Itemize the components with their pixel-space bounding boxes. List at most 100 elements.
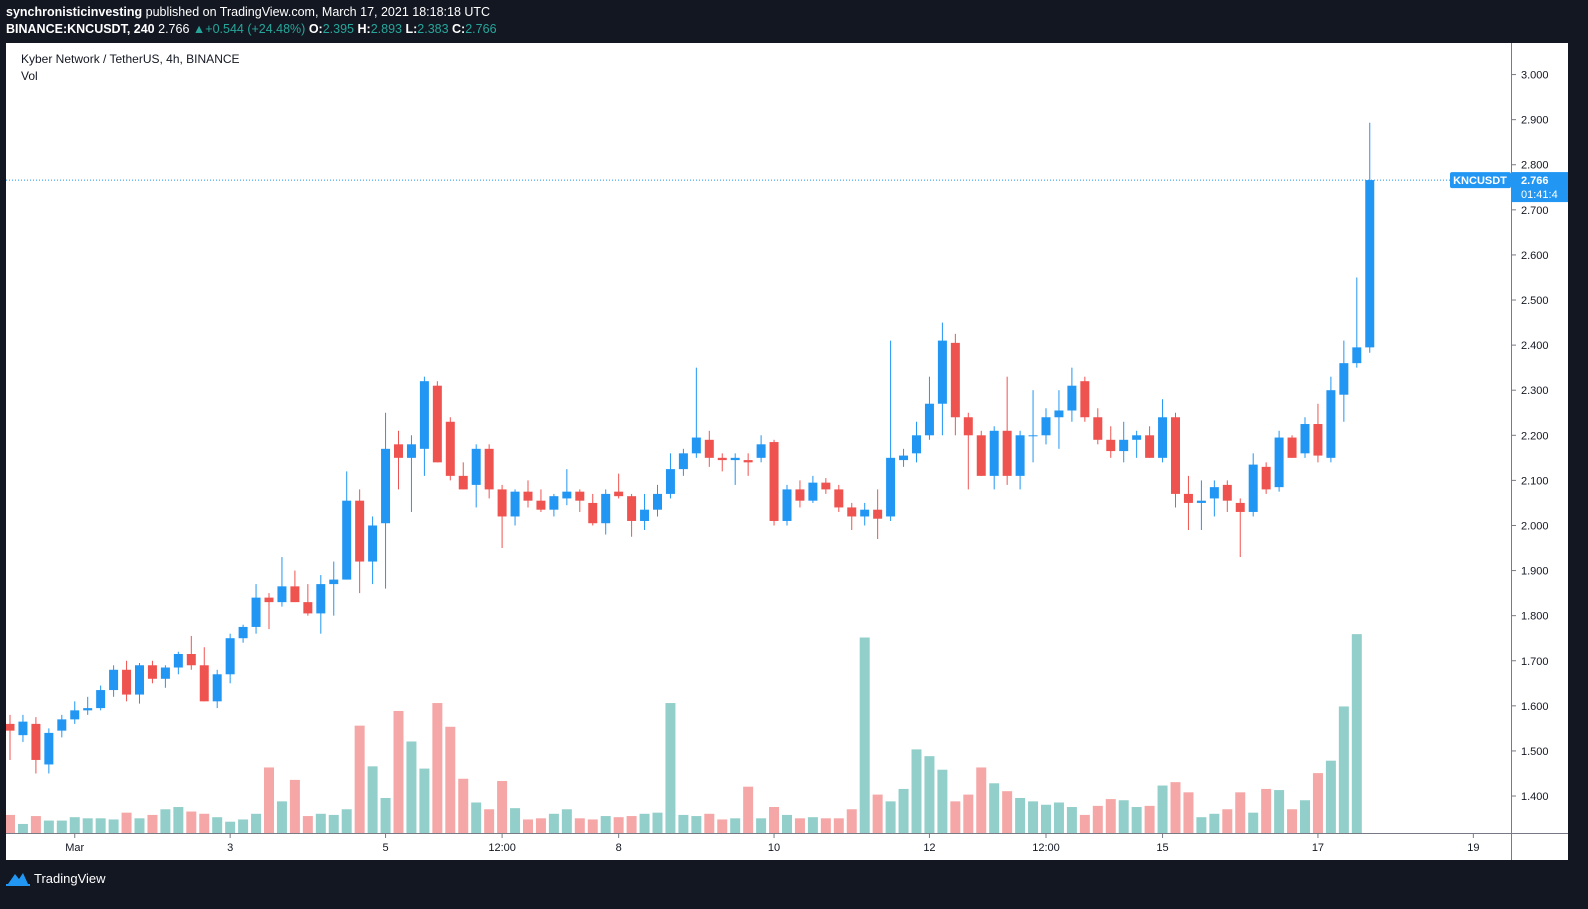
- volume-bar: [704, 813, 715, 833]
- candle-body: [432, 385, 442, 463]
- candle-body: [1106, 439, 1116, 452]
- price-tick-label: 1.400: [1521, 791, 1549, 803]
- volume-bar: [264, 767, 274, 833]
- candle-body: [1235, 502, 1245, 512]
- candle-body: [1171, 417, 1180, 494]
- low-label: L:: [405, 22, 418, 36]
- volume-bar: [1196, 817, 1207, 833]
- low-value: 2.383: [417, 22, 449, 36]
- candle-body: [484, 448, 494, 490]
- volume-bar: [393, 710, 404, 833]
- candle-body: [640, 509, 650, 521]
- candle-body: [756, 444, 766, 458]
- candle-body: [264, 597, 274, 603]
- candle-body: [290, 586, 300, 603]
- volume-bar: [432, 703, 443, 833]
- volume-bar: [510, 808, 521, 833]
- volume-bar: [639, 813, 650, 833]
- tradingview-logo[interactable]: TradingView: [6, 870, 106, 886]
- candle-body: [368, 525, 378, 562]
- volume-bar: [652, 812, 663, 833]
- price-tick-label: 2.200: [1521, 430, 1549, 442]
- candle-body: [96, 690, 106, 709]
- candle-body: [1326, 390, 1336, 458]
- volume-bar: [354, 725, 365, 833]
- price-tick-label: 1.600: [1521, 701, 1549, 713]
- price-chart[interactable]: 1.400 1.500 1.600 1.700 1.800 1.900 2.000 2.100…: [5, 43, 1568, 860]
- candle-body: [1054, 410, 1064, 418]
- volume-bar: [846, 809, 857, 833]
- volume-bar: [1351, 634, 1362, 833]
- volume-bar: [807, 817, 818, 833]
- volume-bar: [561, 809, 572, 833]
- candle-body: [950, 342, 960, 418]
- candle-body: [769, 442, 779, 521]
- candle-body: [70, 710, 80, 720]
- volume-bar: [199, 813, 210, 833]
- candle-body: [445, 421, 455, 476]
- volume-bar: [1157, 785, 1168, 833]
- candle-body: [834, 489, 844, 508]
- volume-bar: [743, 786, 754, 833]
- volume-bar: [1041, 804, 1051, 833]
- candle-body: [575, 491, 585, 501]
- candle-body: [458, 475, 468, 490]
- volume-bar: [367, 766, 378, 833]
- volume-bar: [458, 778, 469, 833]
- volume-bar: [173, 807, 184, 833]
- volume-bar: [950, 801, 961, 833]
- volume-bar: [1092, 805, 1103, 833]
- time-tick-label: 19: [1467, 842, 1479, 854]
- candle-body: [1093, 417, 1103, 440]
- candle-body: [212, 674, 222, 702]
- volume-bar: [1079, 814, 1090, 833]
- volume-bar: [1028, 801, 1039, 833]
- volume-bar: [691, 816, 702, 833]
- volume-bar: [1053, 802, 1064, 833]
- price-tick-label: 2.300: [1521, 385, 1549, 397]
- volume-bar: [484, 809, 495, 833]
- candle-body: [924, 403, 934, 436]
- candle-body: [122, 669, 132, 695]
- candle-body: [808, 482, 818, 501]
- volume-bar: [963, 794, 974, 833]
- candle-body: [225, 638, 235, 675]
- volume-bar: [419, 768, 430, 833]
- volume-bar: [717, 819, 728, 833]
- volume-bar: [134, 818, 145, 833]
- candle-body: [251, 597, 261, 627]
- chart-area[interactable]: 1.400 1.500 1.600 1.700 1.800 1.900 2.000 2.100…: [5, 43, 1568, 860]
- candle-body: [821, 482, 831, 490]
- candle-body: [1261, 466, 1271, 490]
- volume-bar: [833, 818, 844, 833]
- candle-body: [135, 665, 144, 695]
- time-tick-label: Mar: [65, 842, 84, 854]
- symbol-label: BINANCE:KNCUSDT, 240: [6, 22, 155, 36]
- price-tick-label: 2.500: [1521, 295, 1549, 307]
- candle-body: [394, 444, 403, 458]
- candle-body: [691, 437, 701, 454]
- author-name[interactable]: synchronisticinvesting: [6, 5, 143, 19]
- volume-bar: [1105, 799, 1116, 833]
- volume-bar: [225, 821, 236, 833]
- price-tag-bg: [1511, 172, 1568, 203]
- volume-bar: [95, 818, 106, 833]
- volume-bar: [574, 818, 585, 833]
- volume-bar: [989, 783, 1000, 833]
- volume-bar: [1235, 792, 1246, 833]
- volume-bar: [937, 769, 948, 833]
- volume-bar: [859, 637, 870, 833]
- volume-bar: [782, 814, 792, 833]
- volume-bar: [1338, 706, 1349, 833]
- candle-body: [238, 626, 248, 639]
- time-tick-label: 8: [616, 842, 622, 854]
- volume-bar: [17, 823, 28, 833]
- volume-bar: [1248, 812, 1259, 833]
- volume-bar: [911, 749, 922, 833]
- volume-bar: [121, 812, 132, 833]
- candle-body: [1028, 435, 1038, 437]
- chart-legend-title: Kyber Network / TetherUS, 4h, BINANCE: [21, 52, 240, 66]
- candle-body: [1365, 180, 1375, 348]
- volume-bar: [302, 816, 313, 833]
- candle-body: [678, 453, 688, 470]
